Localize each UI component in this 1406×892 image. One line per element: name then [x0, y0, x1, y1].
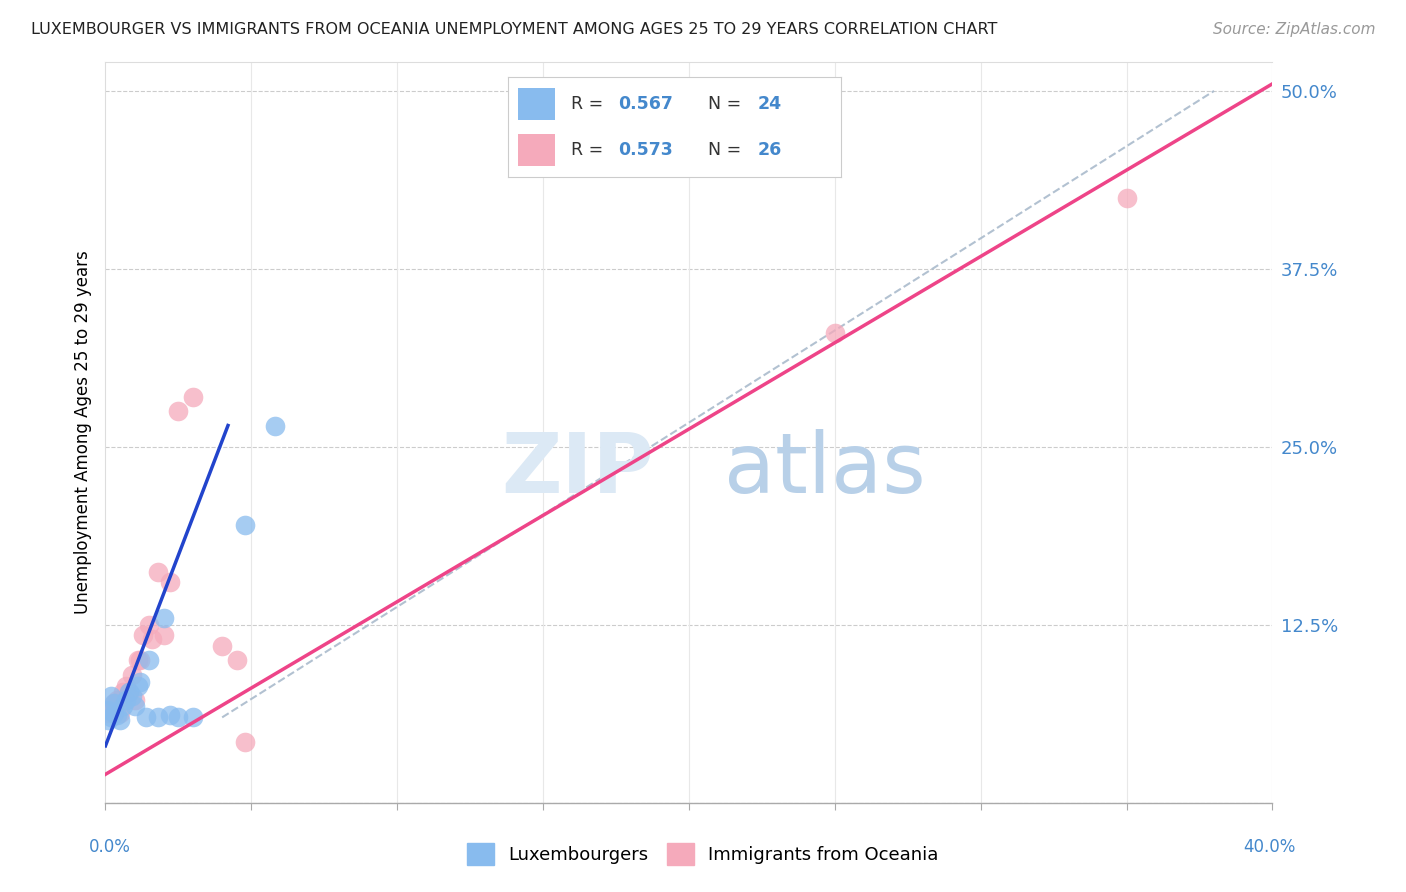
- Point: [121, 667, 143, 681]
- Point: [181, 710, 204, 724]
- Point: [127, 653, 149, 667]
- Point: [105, 707, 128, 722]
- Point: [115, 693, 138, 707]
- Point: [103, 706, 125, 720]
- Point: [263, 418, 285, 433]
- Point: [132, 628, 155, 642]
- Text: ZIP: ZIP: [502, 429, 654, 510]
- Point: [159, 575, 181, 590]
- Point: [1115, 191, 1137, 205]
- Point: [127, 679, 149, 693]
- Point: [121, 689, 143, 703]
- Point: [124, 693, 146, 707]
- Point: [141, 632, 163, 646]
- Point: [108, 706, 131, 720]
- Point: [118, 685, 141, 699]
- Point: [100, 689, 122, 703]
- Point: [108, 713, 131, 727]
- Point: [129, 674, 152, 689]
- Point: [103, 706, 125, 720]
- Point: [153, 628, 174, 642]
- Point: [97, 706, 120, 720]
- Y-axis label: Unemployment Among Ages 25 to 29 years: Unemployment Among Ages 25 to 29 years: [73, 251, 91, 615]
- Point: [135, 710, 157, 724]
- Point: [159, 707, 181, 722]
- Point: [167, 404, 190, 418]
- Point: [105, 693, 128, 707]
- Point: [146, 565, 169, 579]
- Point: [100, 710, 122, 724]
- Point: [225, 653, 247, 667]
- Point: [129, 653, 152, 667]
- Point: [100, 703, 122, 717]
- Legend: Luxembourgers, Immigrants from Oceania: Luxembourgers, Immigrants from Oceania: [460, 836, 946, 872]
- Point: [111, 685, 134, 699]
- Text: 0.0%: 0.0%: [89, 838, 131, 855]
- Point: [97, 713, 120, 727]
- Point: [118, 685, 141, 699]
- Point: [181, 390, 204, 404]
- Point: [103, 696, 125, 710]
- Point: [211, 639, 233, 653]
- Point: [115, 679, 138, 693]
- Point: [235, 734, 257, 748]
- Text: Source: ZipAtlas.com: Source: ZipAtlas.com: [1212, 22, 1375, 37]
- Point: [124, 698, 146, 713]
- Point: [111, 698, 134, 713]
- Point: [103, 696, 125, 710]
- Text: LUXEMBOURGER VS IMMIGRANTS FROM OCEANIA UNEMPLOYMENT AMONG AGES 25 TO 29 YEARS C: LUXEMBOURGER VS IMMIGRANTS FROM OCEANIA …: [31, 22, 997, 37]
- Point: [167, 710, 190, 724]
- Point: [138, 617, 160, 632]
- Text: atlas: atlas: [724, 429, 925, 510]
- Point: [146, 710, 169, 724]
- Point: [97, 703, 120, 717]
- Point: [235, 518, 257, 533]
- Point: [824, 326, 846, 340]
- Point: [138, 653, 160, 667]
- Text: 40.0%: 40.0%: [1243, 838, 1296, 855]
- Point: [153, 610, 174, 624]
